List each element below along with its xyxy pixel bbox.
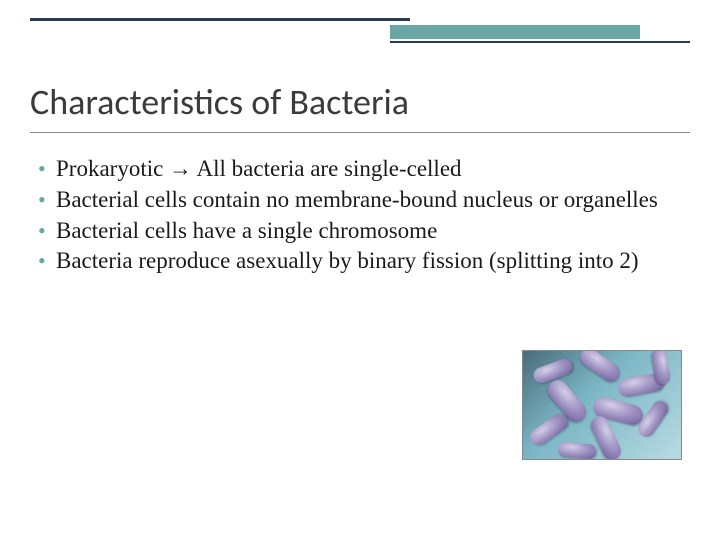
bacteria-rod [577, 350, 623, 385]
content-area: Prokaryotic → All bacteria are single-ce… [38, 155, 682, 278]
decor-line-teal [390, 25, 640, 39]
bullet-item: Bacteria reproduce asexually by binary f… [38, 247, 682, 276]
bacteria-rod [557, 441, 596, 459]
header-decoration [0, 0, 720, 44]
bullet-item: Bacterial cells contain no membrane-boun… [38, 186, 682, 215]
decor-line-thin [390, 41, 690, 43]
bacteria-image [522, 350, 682, 460]
bullet-item: Bacterial cells have a single chromosome [38, 217, 682, 246]
slide: Characteristics of Bacteria Prokaryotic … [0, 0, 720, 540]
decor-line-dark [30, 18, 410, 21]
slide-title: Characteristics of Bacteria [30, 80, 690, 133]
bullet-list: Prokaryotic → All bacteria are single-ce… [38, 155, 682, 276]
bullet-item: Prokaryotic → All bacteria are single-ce… [38, 155, 682, 184]
